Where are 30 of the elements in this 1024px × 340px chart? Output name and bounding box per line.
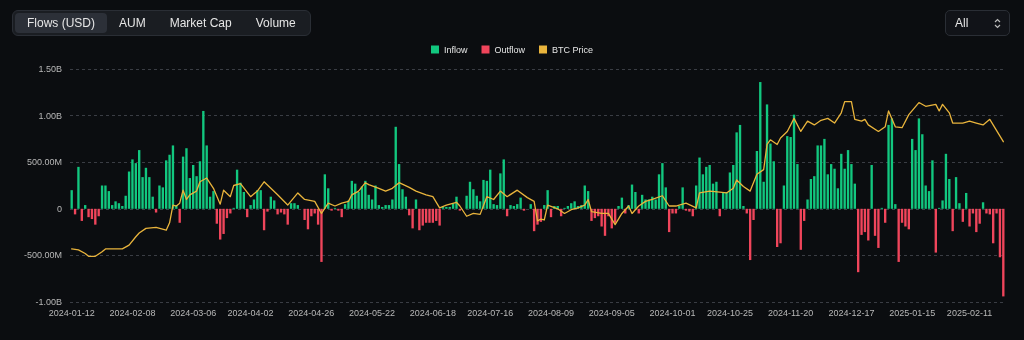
x-tick-label: 2024-01-12: [48, 307, 95, 318]
y-tick-label: -500.00M: [23, 250, 62, 261]
y-tick-label: 1.50B: [38, 64, 62, 74]
x-tick-label: 2024-03-06: [170, 307, 217, 318]
x-tick-label: 2024-10-25: [706, 307, 753, 318]
y-tick-label: 1.00B: [38, 110, 62, 121]
text: All: [955, 16, 969, 30]
text: Flows (USD): [15, 13, 107, 33]
y-tick-label: 500.00M: [26, 157, 62, 168]
text: Market Cap: [168, 15, 233, 32]
x-tick-label: 2024-07-16: [467, 307, 514, 318]
x-tick-label: 2025-02-11: [946, 307, 993, 318]
x-tick-label: 2024-12-17: [828, 307, 875, 318]
y-tick-label: 0: [56, 203, 62, 214]
x-tick-label: 2024-10-01: [649, 307, 696, 318]
legend-label: Outflow: [494, 44, 526, 55]
x-tick-label: 2024-04-02: [227, 307, 274, 318]
x-tick-label: 2024-04-26: [288, 307, 335, 318]
x-tick-label: 2024-02-08: [109, 307, 156, 318]
x-tick-label: 2024-05-22: [349, 307, 396, 318]
x-tick-label: 2024-11-20: [767, 307, 814, 318]
y-tick-label: -1.00B: [35, 297, 62, 307]
x-tick-label: 2024-09-05: [588, 307, 635, 318]
x-tick-label: 2025-01-15: [889, 307, 936, 318]
legend-label: BTC Price: [552, 44, 594, 55]
x-tick-label: 2024-06-18: [409, 307, 456, 318]
text: Volume: [254, 15, 297, 32]
text: AUM: [118, 15, 147, 32]
x-tick-label: 2024-08-09: [527, 307, 575, 318]
legend-label: Inflow: [443, 44, 468, 55]
